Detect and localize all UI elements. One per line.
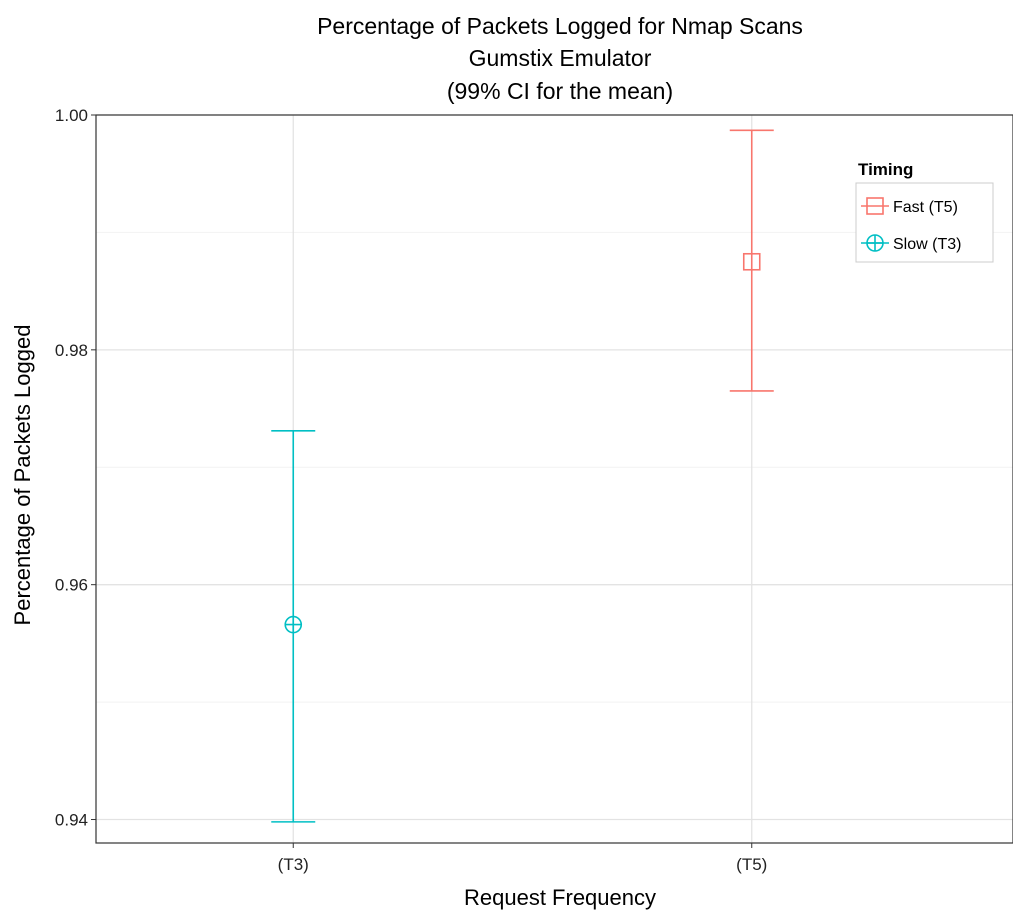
y-tick-label: 0.94	[55, 811, 88, 830]
square-marker	[742, 252, 761, 271]
legend-box	[855, 182, 994, 263]
data-marks	[271, 129, 774, 823]
x-tick-label: (T5)	[736, 855, 767, 874]
legend-label: Slow (T3)	[893, 236, 961, 253]
legend-label: Fast (T5)	[893, 199, 958, 216]
x-tick-label: (T3)	[278, 855, 309, 874]
x-axis-title: Request Frequency	[464, 885, 656, 910]
x-axis: (T3) (T5)	[278, 843, 767, 874]
legend-title: Timing	[858, 160, 913, 179]
y-axis-title: Percentage of Packets Logged	[10, 325, 35, 626]
legend-key	[861, 234, 889, 252]
y-axis: 0.94 0.96 0.98 1.00	[55, 106, 96, 830]
y-tick-label: 0.96	[55, 576, 88, 595]
title-line-3: (99% CI for the mean)	[447, 78, 673, 104]
title-line-2: Gumstix Emulator	[469, 45, 652, 71]
chart-title: Percentage of Packets Logged for Nmap Sc…	[317, 13, 803, 104]
square-marker	[866, 197, 884, 215]
y-tick-label: 1.00	[55, 106, 88, 125]
legend-key	[861, 197, 889, 215]
legend: Timing Fast (T5) Slow (T3)	[855, 160, 994, 263]
plot-border	[95, 114, 1013, 844]
y-tick-label: 0.98	[55, 341, 88, 360]
series-slow	[271, 430, 316, 823]
title-line-1: Percentage of Packets Logged for Nmap Sc…	[317, 13, 803, 39]
series-fast	[729, 129, 774, 392]
